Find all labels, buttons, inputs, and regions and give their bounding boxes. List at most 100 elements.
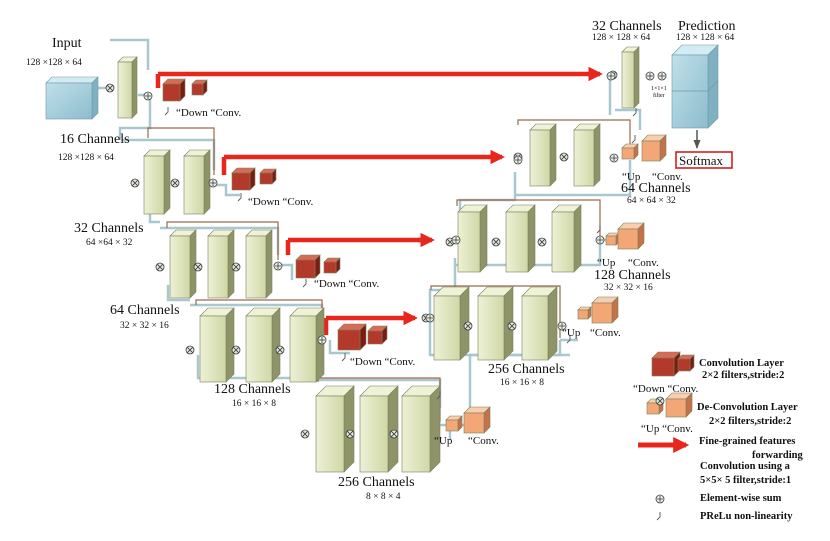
sum-symbol-5-plus [559, 323, 565, 329]
legend-deconv-cube-b-front [665, 398, 687, 418]
prelu-symbol-3 [341, 353, 346, 362]
legend-conv-layer: Convolution Layer [699, 358, 784, 369]
down-conv-cube-1b [191, 79, 208, 96]
bottom-block-a-front [315, 395, 345, 473]
up-conv-cube-2b-front [591, 302, 613, 324]
sum-symbol-8 [513, 155, 523, 165]
enc4-title: 128 Channels [214, 382, 291, 397]
up-conv-cube-4b-front [641, 140, 661, 162]
softmax-box [675, 151, 733, 169]
dec1-block [621, 46, 640, 109]
dec1-dims: 128 × 128 × 64 [592, 33, 650, 43]
bottom-block-c [401, 385, 441, 473]
conv-symbol-19 [559, 152, 569, 162]
bottom-block-a-side [343, 385, 355, 473]
conv-symbol-1-cross [131, 179, 139, 187]
dec1-block-side [633, 46, 640, 109]
dec3-block-c [551, 204, 582, 273]
sum-symbol-7-plus [597, 237, 603, 243]
up-conv-cube-4a-front [621, 147, 635, 160]
dec2-block-a [529, 123, 557, 187]
prelu-symbol-9 [656, 512, 661, 521]
down-conv-cube-3b [323, 257, 341, 274]
conv-symbol-13-cross [464, 322, 472, 330]
conv-symbol-9-cross [301, 430, 309, 438]
enc1-block-a-front [143, 155, 165, 215]
conv-symbol-16 [491, 237, 501, 247]
sum-symbol-3 [317, 335, 327, 345]
conv-caption-3: “Conv. [628, 257, 659, 269]
dec3-block-c-front [551, 211, 575, 273]
prediction-volume [671, 44, 719, 129]
enc3-block-a [199, 307, 235, 383]
up-conv-cube-4a [621, 143, 639, 160]
legend-conv-cube-a [651, 351, 681, 377]
dec4-title: 256 Channels [488, 362, 565, 377]
bottom-block-c-front [401, 395, 431, 473]
dec3-block-b-front [505, 211, 529, 273]
legend-down-conv: “Down “Conv. [633, 383, 699, 395]
enc3-block-a-front [199, 315, 227, 383]
conv-symbol-19-cross [560, 153, 568, 161]
down-conv-cube-2a [231, 167, 256, 191]
enc2-block-c-front [245, 235, 267, 299]
legend: Convolution Layer 2×2 filters,stride:2 “… [633, 358, 803, 522]
input-title: Input [52, 36, 82, 51]
enc1-dims: 128 ×128 × 64 [58, 153, 114, 163]
conv-symbol-3 [155, 262, 165, 272]
dec4-block-c-front [521, 295, 549, 361]
up-caption-3: “Up [597, 257, 616, 269]
enc0-block [117, 56, 138, 119]
bottom-title: 256 Channels [338, 475, 415, 490]
sum-symbol-6 [451, 235, 461, 245]
prelu-symbol-4 [436, 391, 441, 400]
conv-symbol-14-cross [508, 322, 516, 330]
prelu-symbol-1 [237, 193, 242, 202]
up-conv-cube-2b [591, 296, 619, 324]
up-conv-cube-3b [617, 222, 645, 250]
sum-symbol-1-plus [210, 180, 216, 186]
dec1-title: 32 Channels [592, 19, 662, 34]
enc1-title: 16 Channels [60, 132, 130, 147]
enc1-block-b [183, 149, 211, 215]
dec3-dims: 32 × 32 × 16 [604, 283, 653, 293]
down-conv-cube-3a [295, 254, 321, 279]
prelu-symbol-7 [631, 135, 636, 144]
legend-prelu: PReLu non-linearity [700, 511, 793, 522]
enc3-block-a-side [225, 307, 235, 383]
conv-symbol-2 [170, 178, 180, 188]
sum-symbol-6-plus [453, 237, 459, 243]
dec4-block-a-front [433, 295, 461, 361]
enc3-block-b-front [245, 315, 273, 383]
enc2-block-c [245, 229, 273, 299]
dec4-block-c [521, 286, 558, 361]
sum-symbol-10-plus [608, 73, 614, 79]
dec2-block-b-side [593, 123, 601, 187]
prelu-symbol-6 [596, 225, 601, 234]
enc3-block-b [245, 307, 281, 383]
conv-symbol-14 [507, 321, 517, 331]
input-dims: 128 ×128 × 64 [26, 58, 82, 68]
bottom-block-c-side [429, 385, 441, 473]
conv-symbol-4 [193, 262, 203, 272]
enc2-dims: 64 ×64 × 32 [86, 238, 133, 248]
bottom-block-b-side [387, 385, 399, 473]
prelu-symbol-5 [566, 335, 571, 344]
conv-symbol-6 [185, 345, 195, 355]
up-conv-cube-3a [605, 232, 620, 246]
conv-symbol-13 [463, 321, 473, 331]
dec2-block-b-front [573, 129, 595, 187]
bottom-block-a [315, 385, 355, 473]
conv-symbol-2-cross [171, 179, 179, 187]
up-conv-cube-1b-front [463, 412, 485, 434]
onexone-label: 1×1×1 [651, 86, 667, 92]
down-conv-cube-1b-front [191, 83, 204, 96]
down-conv-caption-2: “Down “Conv. [248, 196, 314, 208]
prediction-title: Prediction [678, 19, 736, 34]
dec4-dims: 16 × 16 × 8 [500, 378, 544, 388]
dec3-block-a-side [479, 204, 488, 273]
dec3-block-a [457, 204, 488, 273]
legend-deconv-layer: De-Convolution Layer [697, 402, 798, 413]
conv-symbol-15 [445, 237, 455, 247]
